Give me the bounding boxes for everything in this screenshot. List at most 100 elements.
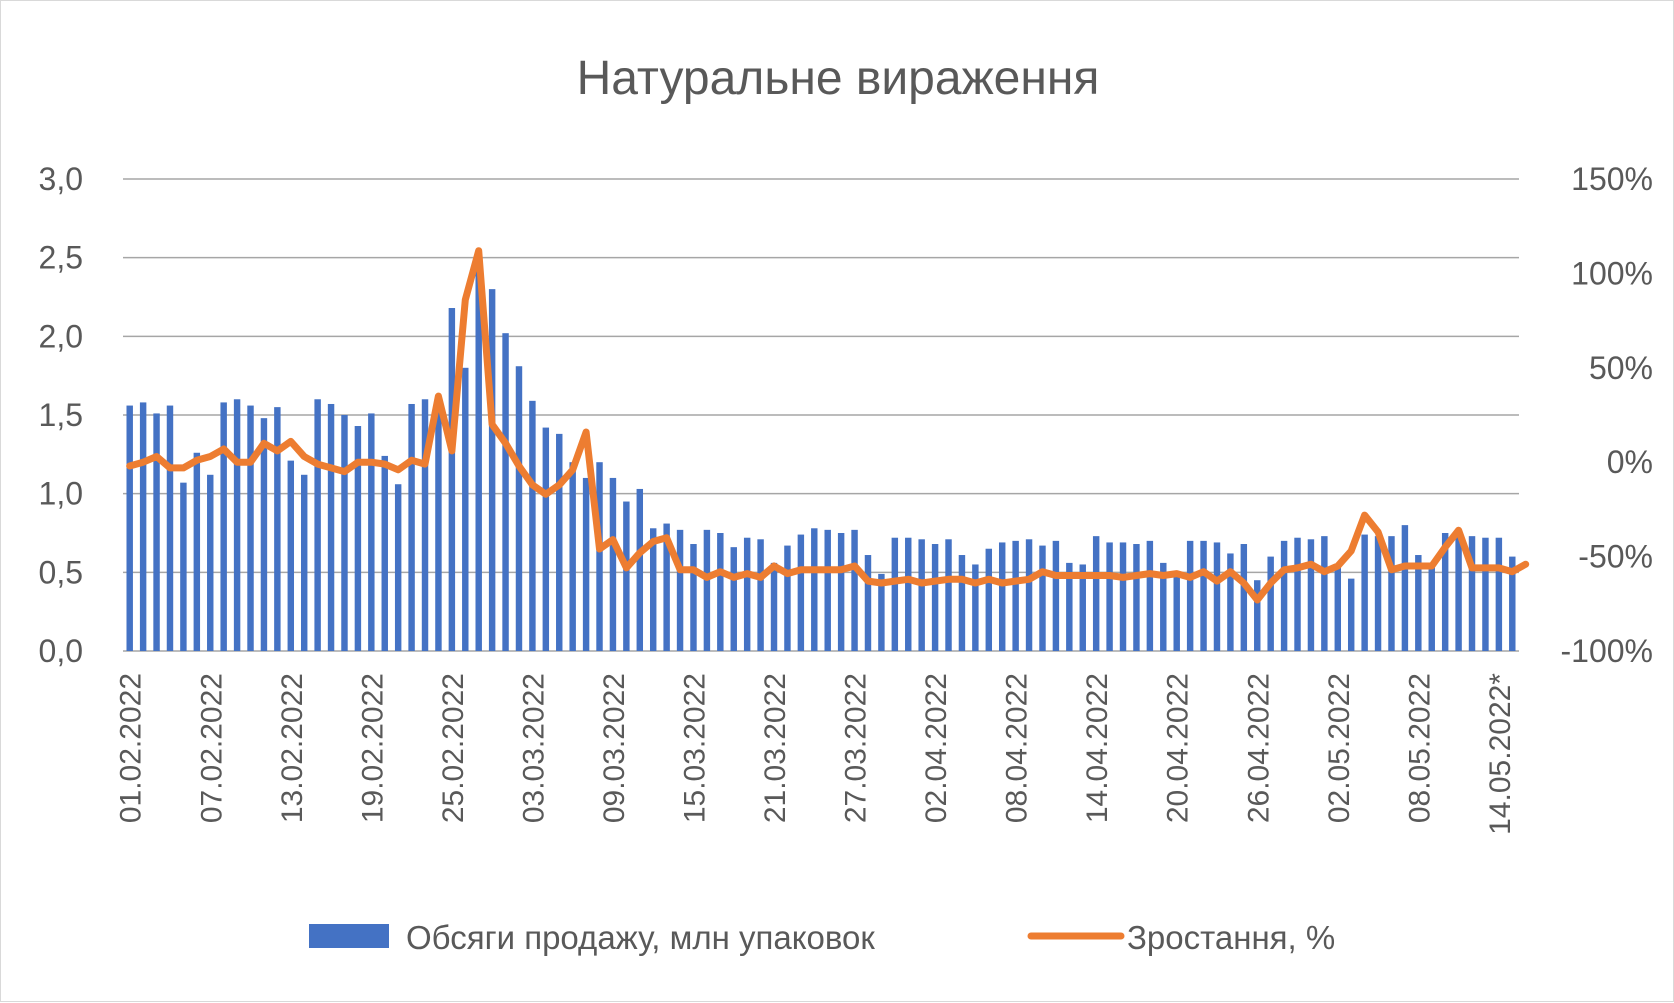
bar xyxy=(193,452,201,651)
bar xyxy=(743,537,751,651)
bar xyxy=(488,289,496,651)
y2-tick-label: -50% xyxy=(1578,539,1653,575)
bar xyxy=(1321,536,1328,651)
bar xyxy=(153,413,160,651)
x-tick-label: 14.05.2022* xyxy=(1484,673,1517,835)
bar xyxy=(1455,534,1462,651)
bar xyxy=(247,405,254,651)
bar xyxy=(502,333,509,651)
y2-tick-label: 150% xyxy=(1571,161,1653,197)
y2-tick-label: -100% xyxy=(1561,633,1654,669)
x-tick-label: 25.02.2022 xyxy=(437,673,470,823)
bar xyxy=(1012,540,1019,651)
bar xyxy=(703,529,711,651)
bar xyxy=(394,484,402,651)
y-tick-label: 1,5 xyxy=(39,397,83,433)
x-tick-label: 02.04.2022 xyxy=(920,673,953,823)
bar xyxy=(475,257,482,651)
legend-swatch-bar xyxy=(309,924,389,948)
bar xyxy=(1092,536,1100,651)
x-tick-label: 08.05.2022 xyxy=(1403,673,1436,823)
bar xyxy=(824,529,831,651)
bar xyxy=(1294,537,1301,651)
legend-label-line: Зростання, % xyxy=(1127,919,1335,956)
chart-title: Натуральне вираження xyxy=(577,52,1100,105)
bar xyxy=(958,555,966,651)
bar xyxy=(1388,536,1395,651)
bar xyxy=(569,462,576,651)
bar xyxy=(931,544,939,651)
bar xyxy=(1227,553,1234,651)
line-series xyxy=(126,247,1530,604)
legend: Обсяги продажу, млн упаковок Зростання, … xyxy=(309,919,1335,956)
y-tick-label: 1,0 xyxy=(39,476,83,512)
bar xyxy=(408,403,415,651)
bar-series xyxy=(126,257,1516,651)
bar xyxy=(784,545,791,651)
y-tick-label: 0,0 xyxy=(39,633,83,669)
bar xyxy=(515,366,523,651)
bar xyxy=(1079,564,1086,651)
bar xyxy=(1361,534,1368,651)
bar xyxy=(1039,545,1046,651)
y-tick-label: 2,0 xyxy=(39,318,83,354)
bar xyxy=(1280,540,1288,651)
bar xyxy=(341,415,348,651)
x-tick-label: 19.02.2022 xyxy=(356,673,389,823)
bar xyxy=(730,547,737,651)
bar xyxy=(985,548,993,651)
bar xyxy=(126,405,133,651)
bar xyxy=(1509,556,1516,651)
bar xyxy=(381,455,388,651)
bar xyxy=(368,413,375,651)
x-axis: 01.02.2022 07.02.2022 13.02.2022 19.02.2022… xyxy=(115,673,1517,835)
bar xyxy=(649,528,657,651)
bar xyxy=(609,477,617,651)
bar xyxy=(1146,540,1154,651)
bar xyxy=(1240,544,1248,651)
x-tick-label: 09.03.2022 xyxy=(598,673,631,823)
bar xyxy=(1428,562,1435,651)
y-tick-label: 0,5 xyxy=(39,554,83,590)
bar xyxy=(260,418,268,651)
bar xyxy=(891,537,899,651)
bar xyxy=(207,474,214,651)
x-tick-label: 27.03.2022 xyxy=(840,673,873,823)
bar xyxy=(1119,542,1127,651)
bar xyxy=(717,533,724,651)
bar xyxy=(1441,533,1449,651)
bar xyxy=(314,399,321,651)
bar xyxy=(636,488,644,651)
bar xyxy=(287,460,295,651)
y-axis-left: 0,0 0,5 1,0 1,5 2,0 2,5 3,0 xyxy=(39,161,83,669)
bar xyxy=(421,399,429,651)
bar xyxy=(596,462,603,651)
bar xyxy=(918,539,925,651)
bar xyxy=(864,555,872,651)
x-tick-label: 14.04.2022 xyxy=(1081,673,1114,823)
bar xyxy=(1267,556,1274,651)
bar xyxy=(837,533,845,651)
bar xyxy=(1347,578,1355,651)
bar xyxy=(166,405,174,651)
x-tick-label: 13.02.2022 xyxy=(276,673,309,823)
x-tick-label: 02.05.2022 xyxy=(1323,673,1356,823)
bar xyxy=(1052,540,1060,651)
bar xyxy=(220,402,227,651)
y2-tick-label: 100% xyxy=(1571,255,1653,291)
bar xyxy=(797,534,805,651)
y-axis-right: -100% -50% 0% 50% 100% 150% xyxy=(1561,161,1654,669)
bar xyxy=(274,407,281,651)
bar xyxy=(1307,539,1315,651)
bar xyxy=(623,501,630,651)
bar xyxy=(139,402,147,651)
bar xyxy=(1468,536,1476,651)
x-tick-label: 20.04.2022 xyxy=(1162,673,1195,823)
bar xyxy=(676,529,684,651)
x-tick-label: 07.02.2022 xyxy=(195,673,228,823)
x-tick-label: 03.03.2022 xyxy=(517,673,550,823)
bar xyxy=(300,474,308,651)
bar xyxy=(1160,562,1167,651)
bar xyxy=(529,400,536,651)
